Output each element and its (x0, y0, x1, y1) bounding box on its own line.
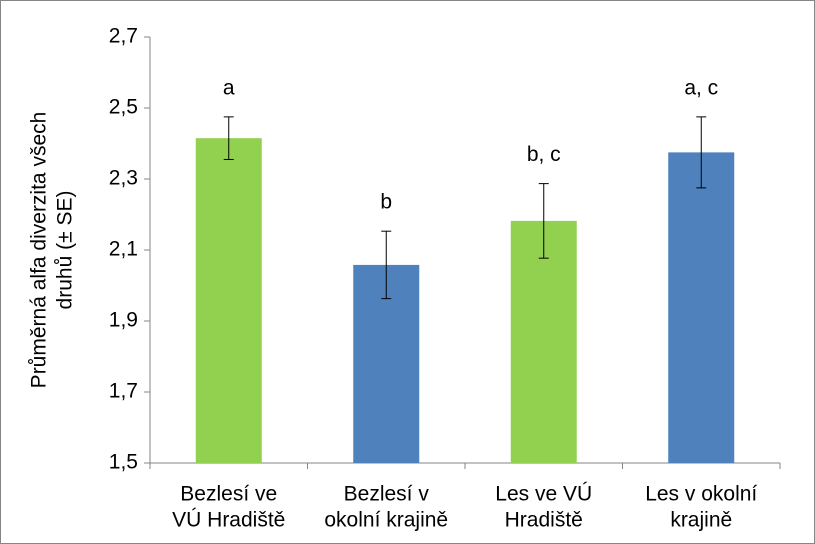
y-tick-label: 2,3 (109, 167, 138, 190)
x-tick-label: Bezlesí ve (180, 483, 277, 506)
x-tick-label: Hradiště (505, 509, 583, 532)
bar (510, 220, 577, 463)
x-tick-label: okolní krajině (324, 509, 448, 532)
x-tick-label: Les ve VÚ (495, 483, 592, 506)
error-bar (381, 230, 392, 300)
y-tick-label: 1,7 (109, 380, 138, 403)
y-axis-label: druhů (± SE) (54, 191, 77, 310)
error-bar (538, 183, 549, 259)
error-bar (696, 116, 707, 189)
y-tick-label: 1,5 (109, 451, 138, 474)
x-tick-label: krajině (670, 509, 732, 532)
y-tick-label: 2,7 (109, 25, 138, 48)
annotation: a, c (684, 76, 718, 99)
y-axis-label: Průměrná alfa diverzita všech (28, 112, 51, 389)
error-bar (223, 116, 234, 160)
x-tick-label: Les v okolní (645, 483, 757, 506)
x-tick-label: VÚ Hradiště (172, 509, 285, 532)
y-tick-label: 1,9 (109, 309, 138, 332)
bar (195, 138, 262, 464)
annotation: b (380, 191, 392, 214)
x-tick-label: Bezlesí v (344, 483, 430, 506)
bar (668, 152, 735, 463)
annotation: a (223, 76, 235, 99)
y-tick-label: 2,5 (109, 96, 138, 119)
y-tick-label: 2,1 (109, 238, 138, 261)
annotation: b, c (527, 143, 561, 166)
